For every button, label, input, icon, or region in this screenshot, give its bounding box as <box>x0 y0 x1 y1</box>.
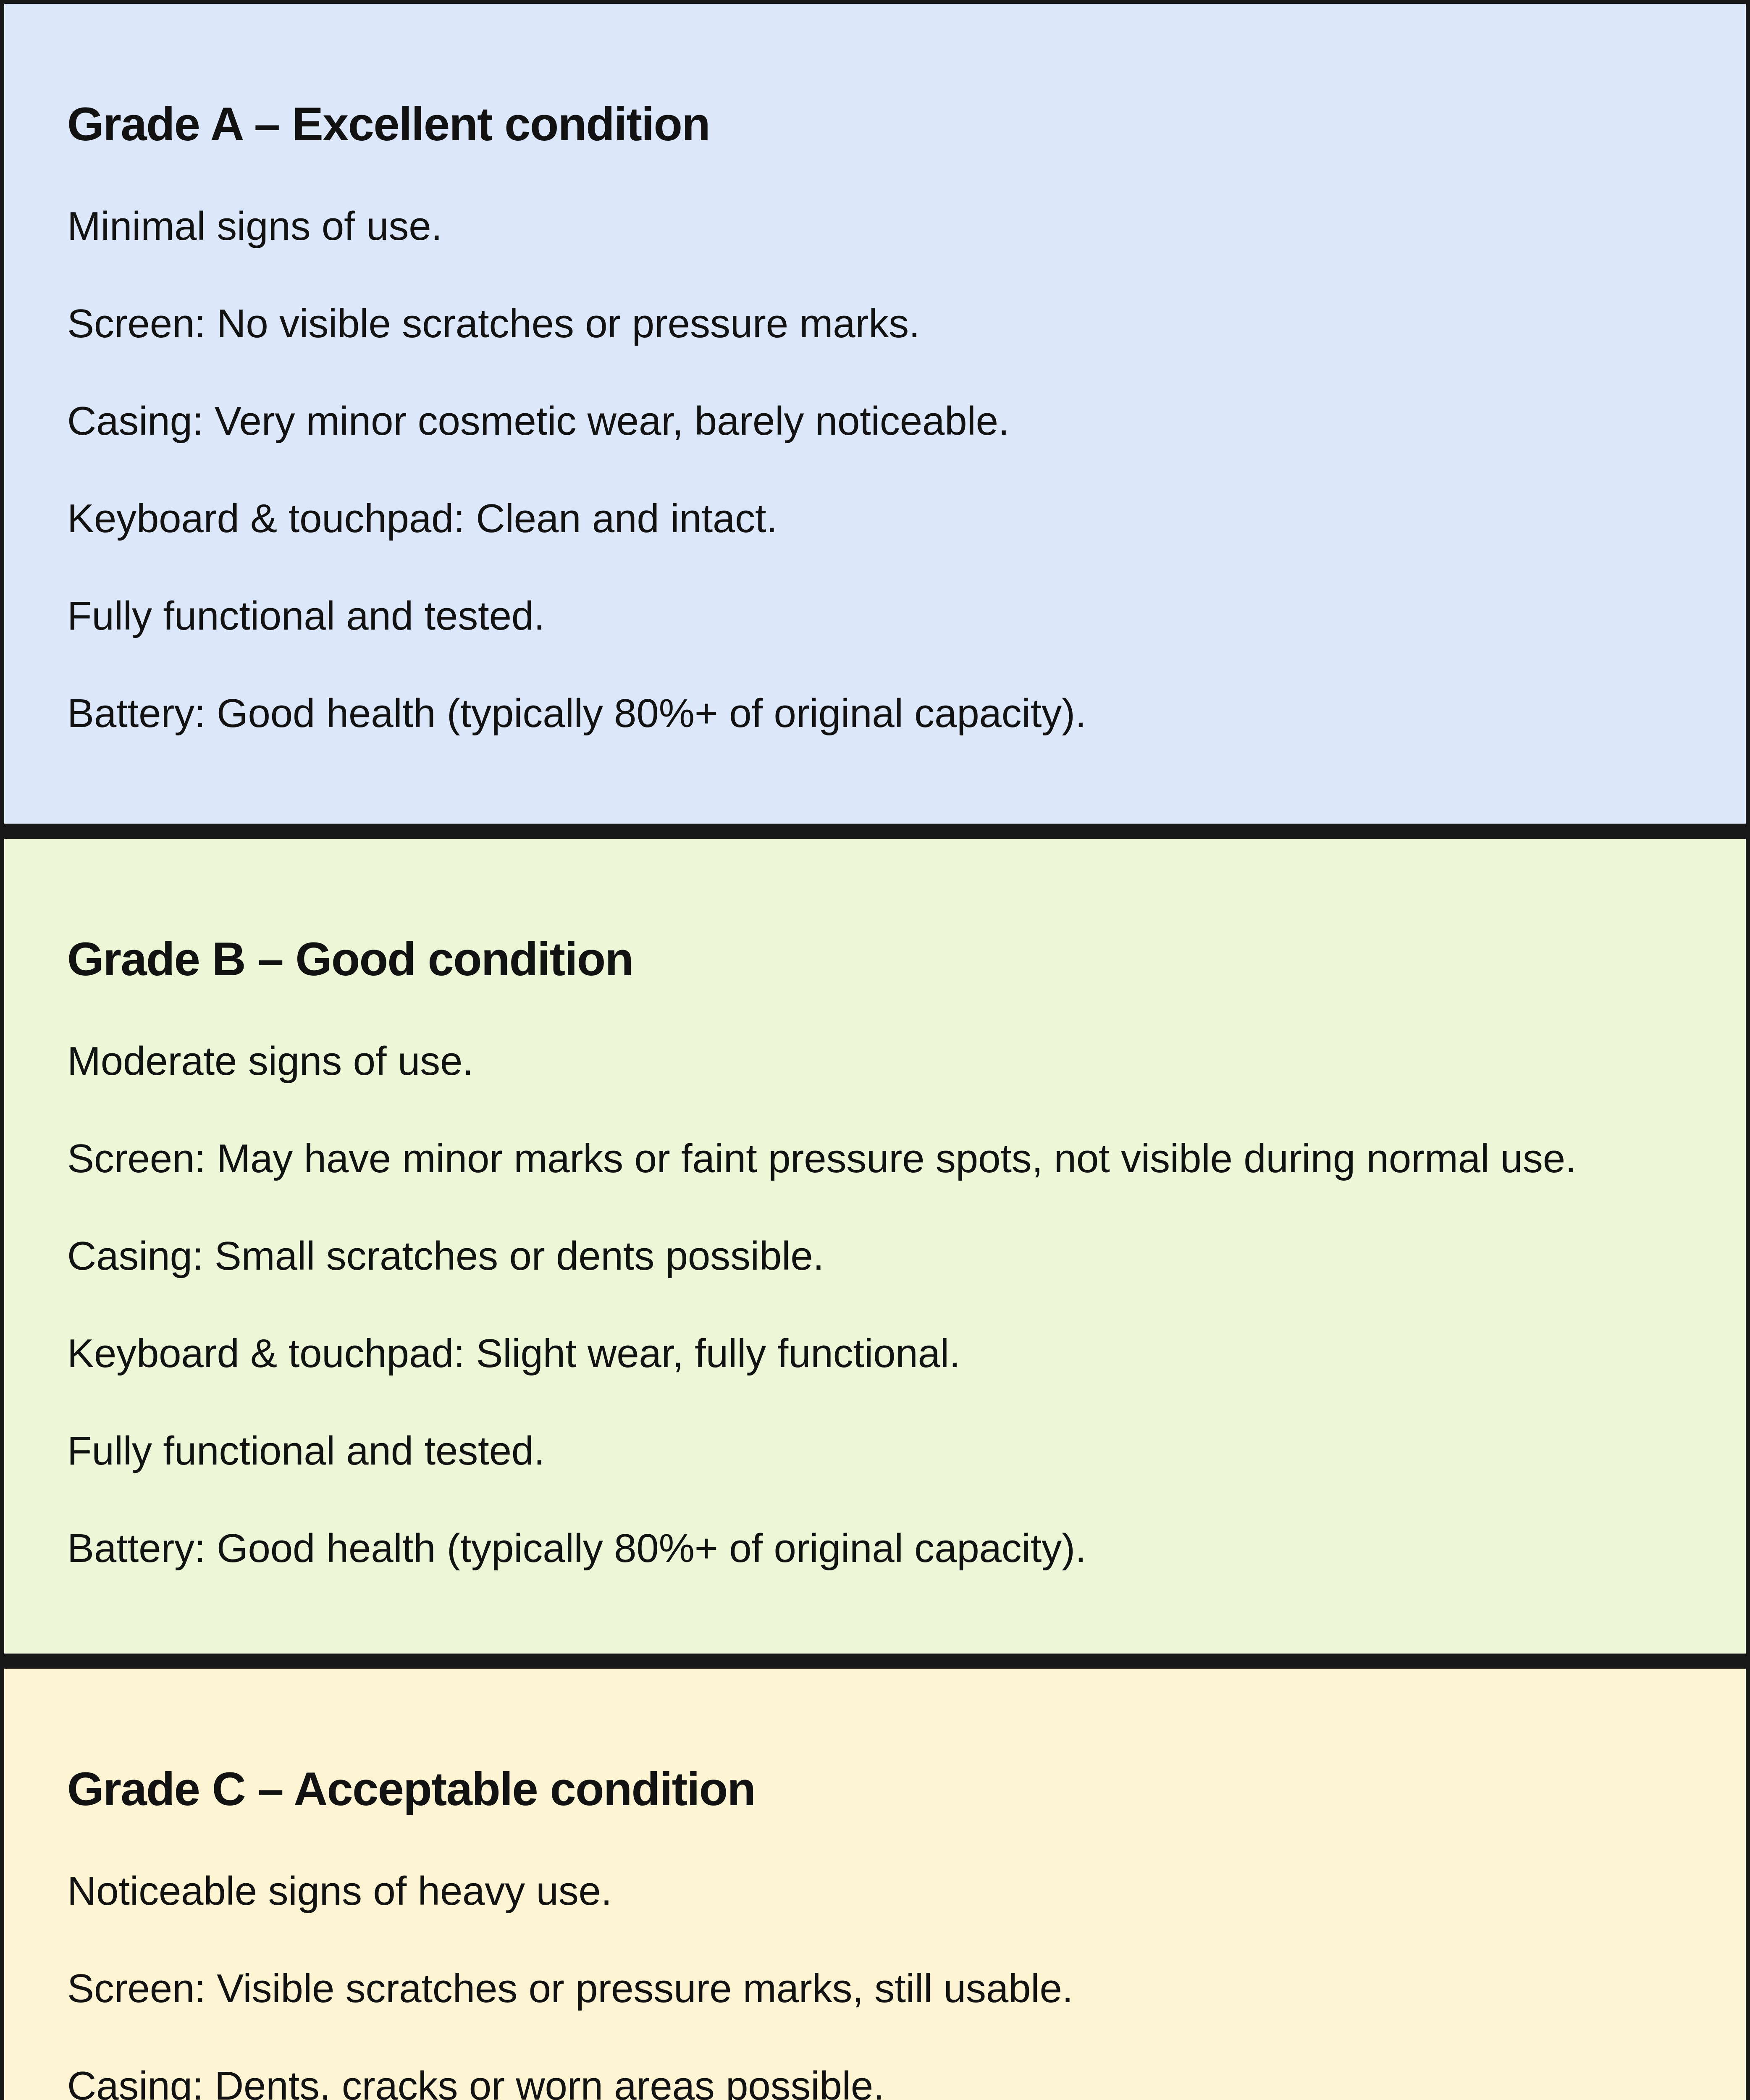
grade-a-line-screen: Screen: No visible scratches or pressure… <box>67 301 920 346</box>
grade-b-line-overall: Moderate signs of use. <box>67 1039 474 1084</box>
grade-b-line-functional: Fully functional and tested. <box>67 1428 545 1473</box>
grade-b-line-keyboard: Keyboard & touchpad: Slight wear, fully … <box>67 1331 960 1376</box>
grade-a-line-functional: Fully functional and tested. <box>67 593 545 638</box>
grade-a-line-overall: Minimal signs of use. <box>67 204 442 249</box>
grade-b-line-battery: Battery: Good health (typically 80%+ of … <box>67 1526 1086 1571</box>
grade-a-line-keyboard: Keyboard & touchpad: Clean and intact. <box>67 496 778 541</box>
grade-b-line-screen: Screen: May have minor marks or faint pr… <box>67 1136 1577 1181</box>
section-grade-a: Grade A – Excellent condition Minimal si… <box>4 4 1746 824</box>
grade-b-line-casing: Casing: Small scratches or dents possibl… <box>67 1234 824 1278</box>
section-grade-b: Grade B – Good condition Moderate signs … <box>4 839 1746 1654</box>
grade-c-title: Grade C – Acceptable condition <box>67 1763 756 1815</box>
grade-a-title: Grade A – Excellent condition <box>67 98 711 150</box>
section-grade-c: Grade C – Acceptable condition Noticeabl… <box>4 1669 1746 2100</box>
grade-a-line-battery: Battery: Good health (typically 80%+ of … <box>67 691 1086 736</box>
grade-c-line-overall: Noticeable signs of heavy use. <box>67 1869 612 1914</box>
grade-c-line-screen: Screen: Visible scratches or pressure ma… <box>67 1966 1073 2011</box>
grade-c-line-casing: Casing: Dents, cracks or worn areas poss… <box>67 2063 884 2100</box>
grade-b-title: Grade B – Good condition <box>67 933 634 985</box>
grade-a-line-casing: Casing: Very minor cosmetic wear, barely… <box>67 399 1010 444</box>
